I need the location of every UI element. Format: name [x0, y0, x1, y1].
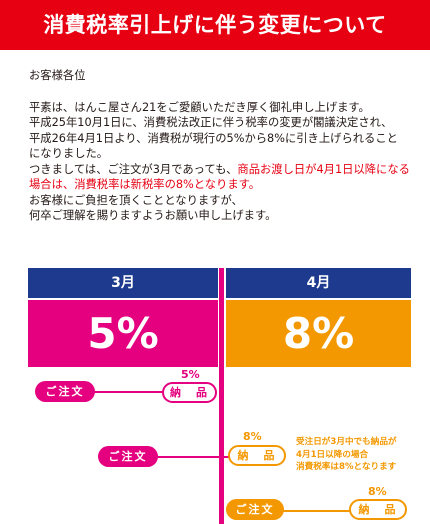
- timeline-line: [240, 510, 390, 512]
- order-pill: ご注文: [98, 446, 158, 467]
- note-line: 消費税率は8%となります: [296, 462, 397, 472]
- april-rate-box: 8%: [226, 300, 411, 367]
- notice-line-text: つきましては、ご注文が3月であっても、: [29, 162, 238, 176]
- order-pill: ご注文: [35, 381, 95, 402]
- notice-line: になりました。: [29, 147, 109, 160]
- note-text: 受注日が3月中でも納品が 4月1日以降の場合 消費税率は8%となります: [296, 436, 426, 474]
- april-1-divider: [219, 268, 224, 524]
- notice-line: 平成26年4月1日より、消費税が現行の5%から8%に引き上げられること: [29, 131, 398, 145]
- rate-tag: 8%: [368, 485, 387, 498]
- note-line: 受注日が3月中でも納品が: [296, 437, 397, 447]
- notice-text: お客様各位 平素は、はんこ屋さん21をご愛顧いただき厚く御礼申し上げます。 平成…: [29, 68, 419, 224]
- march-header: 3月: [28, 268, 218, 298]
- april-header: 4月: [226, 268, 411, 298]
- delivery-pill: 納 品: [162, 382, 217, 403]
- timeline-line: [110, 456, 250, 458]
- march-rate-box: 5%: [28, 300, 218, 367]
- notice-line: 何卒ご理解を賜りますようお願い申し上げます。: [29, 209, 277, 222]
- order-pill: ご注文: [226, 499, 284, 520]
- notice-highlight: 商品お渡し日が4月1日以降になる: [237, 162, 410, 176]
- notice-line: お客様にご負担を頂くこととなりますが、: [29, 193, 243, 207]
- greeting: お客様各位: [29, 69, 86, 82]
- rate-tag: 8%: [243, 430, 262, 443]
- page-title-banner: 消費税率引上げに伴う変更について: [0, 0, 430, 50]
- notice-line: 平成25年10月1日に、消費税法改正に伴う税率の変更が閣議決定され、: [29, 116, 393, 129]
- delivery-pill: 納 品: [228, 445, 286, 466]
- rate-tag: 5%: [181, 368, 200, 381]
- notice-line: つきましては、ご注文が3月であっても、商品お渡し日が4月1日以降になる: [29, 162, 419, 178]
- notice-line: 平素は、はんこ屋さん21をご愛顧いただき厚く御礼申し上げます。: [29, 100, 370, 114]
- notice-highlight: 場合は、消費税率は新税率の8%となります。: [29, 178, 261, 191]
- note-line: 4月1日以降の場合: [296, 449, 369, 460]
- timeline-line: [48, 391, 198, 393]
- delivery-pill: 納 品: [349, 499, 407, 520]
